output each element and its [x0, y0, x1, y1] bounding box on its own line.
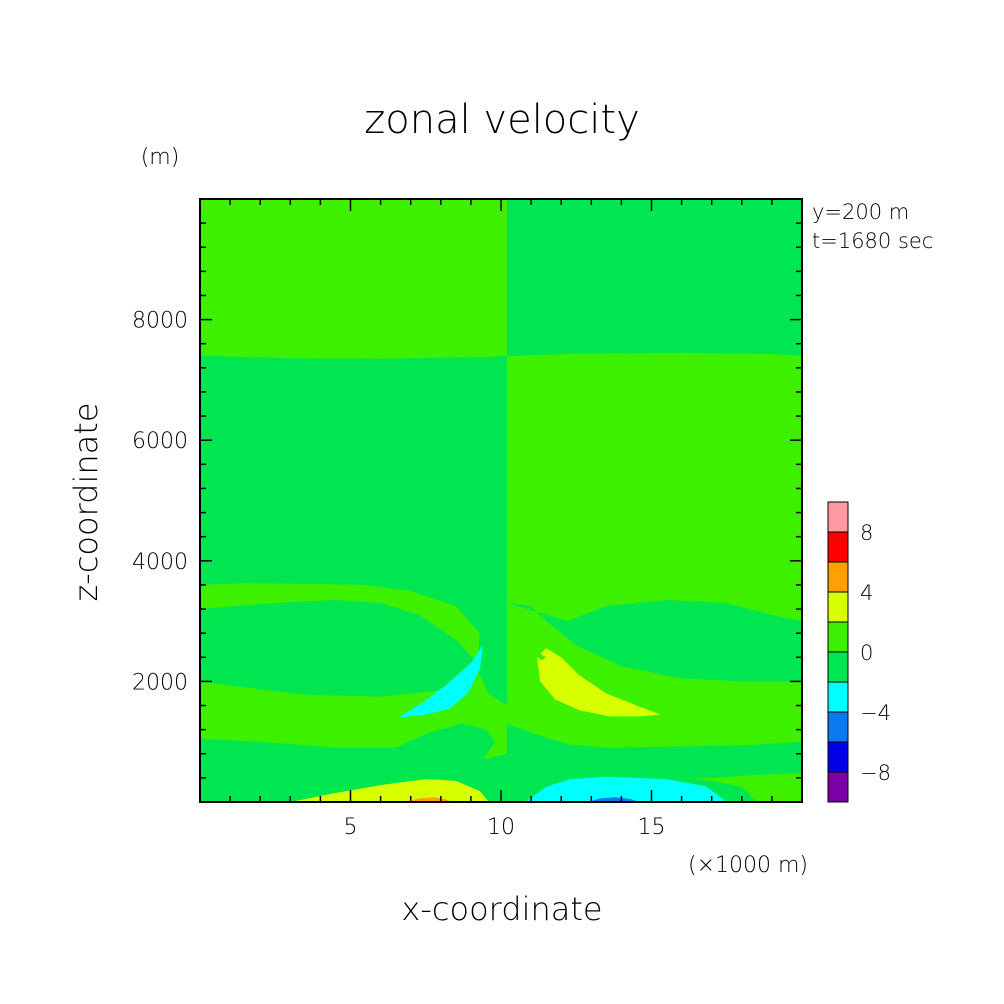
contour-region-1 — [200, 199, 507, 359]
y-unit-label: (m) — [141, 145, 180, 170]
colorbar-swatch — [827, 621, 849, 653]
colorbar-label: 4 — [860, 581, 873, 605]
colorbar-label: 0 — [860, 641, 873, 665]
chart-title: zonal velocity — [364, 97, 640, 143]
colorbar-label: 8 — [860, 521, 873, 545]
colorbar-swatch — [827, 681, 849, 713]
y-axis-title: z-coordinate — [67, 402, 105, 601]
colorbar-swatch — [827, 531, 849, 563]
colorbar-swatch — [827, 651, 849, 683]
x-tick-label: 15 — [638, 815, 666, 840]
colorbar-swatch — [827, 591, 849, 623]
x-tick-label: 5 — [344, 815, 358, 840]
y-tick-label: 4000 — [132, 550, 188, 575]
x-tick-label: 10 — [487, 815, 515, 840]
contour-region-13 — [537, 648, 661, 717]
contour-region-5 — [200, 723, 495, 781]
colorbar-swatch — [827, 771, 849, 803]
colorbar-label: −8 — [860, 761, 891, 785]
contour-region-8 — [290, 779, 489, 802]
contour-region-6 — [507, 600, 802, 682]
contour-region-10 — [525, 776, 727, 802]
info-t-label: t=1680 sec — [812, 229, 933, 253]
contour-region-14 — [534, 651, 547, 661]
contour-region-2 — [507, 352, 802, 802]
contour-region-4 — [200, 600, 477, 697]
colorbar: −8 −4 0 4 8 — [827, 501, 891, 803]
contour-region-12 — [398, 645, 483, 718]
colorbar-label: −4 — [860, 701, 891, 725]
colorbar-swatch — [827, 741, 849, 773]
info-y-label: y=200 m — [812, 200, 909, 224]
axis-ticks: 5 10 15 2000 4000 6000 8000 — [132, 198, 803, 840]
plot-area: 5 10 15 2000 4000 6000 8000 — [132, 198, 803, 840]
x-unit-label: (×1000 m) — [688, 853, 808, 878]
y-tick-label: 2000 — [132, 670, 188, 695]
colorbar-swatch — [827, 561, 849, 593]
colorbar-swatch — [827, 711, 849, 743]
y-tick-label: 6000 — [132, 429, 188, 454]
contour-region-7 — [507, 723, 802, 781]
y-tick-label: 8000 — [132, 309, 188, 334]
contour-regions — [200, 199, 802, 802]
contour-region-11 — [588, 797, 640, 802]
colorbar-swatch — [827, 501, 849, 533]
x-axis-title: x-coordinate — [401, 890, 602, 928]
